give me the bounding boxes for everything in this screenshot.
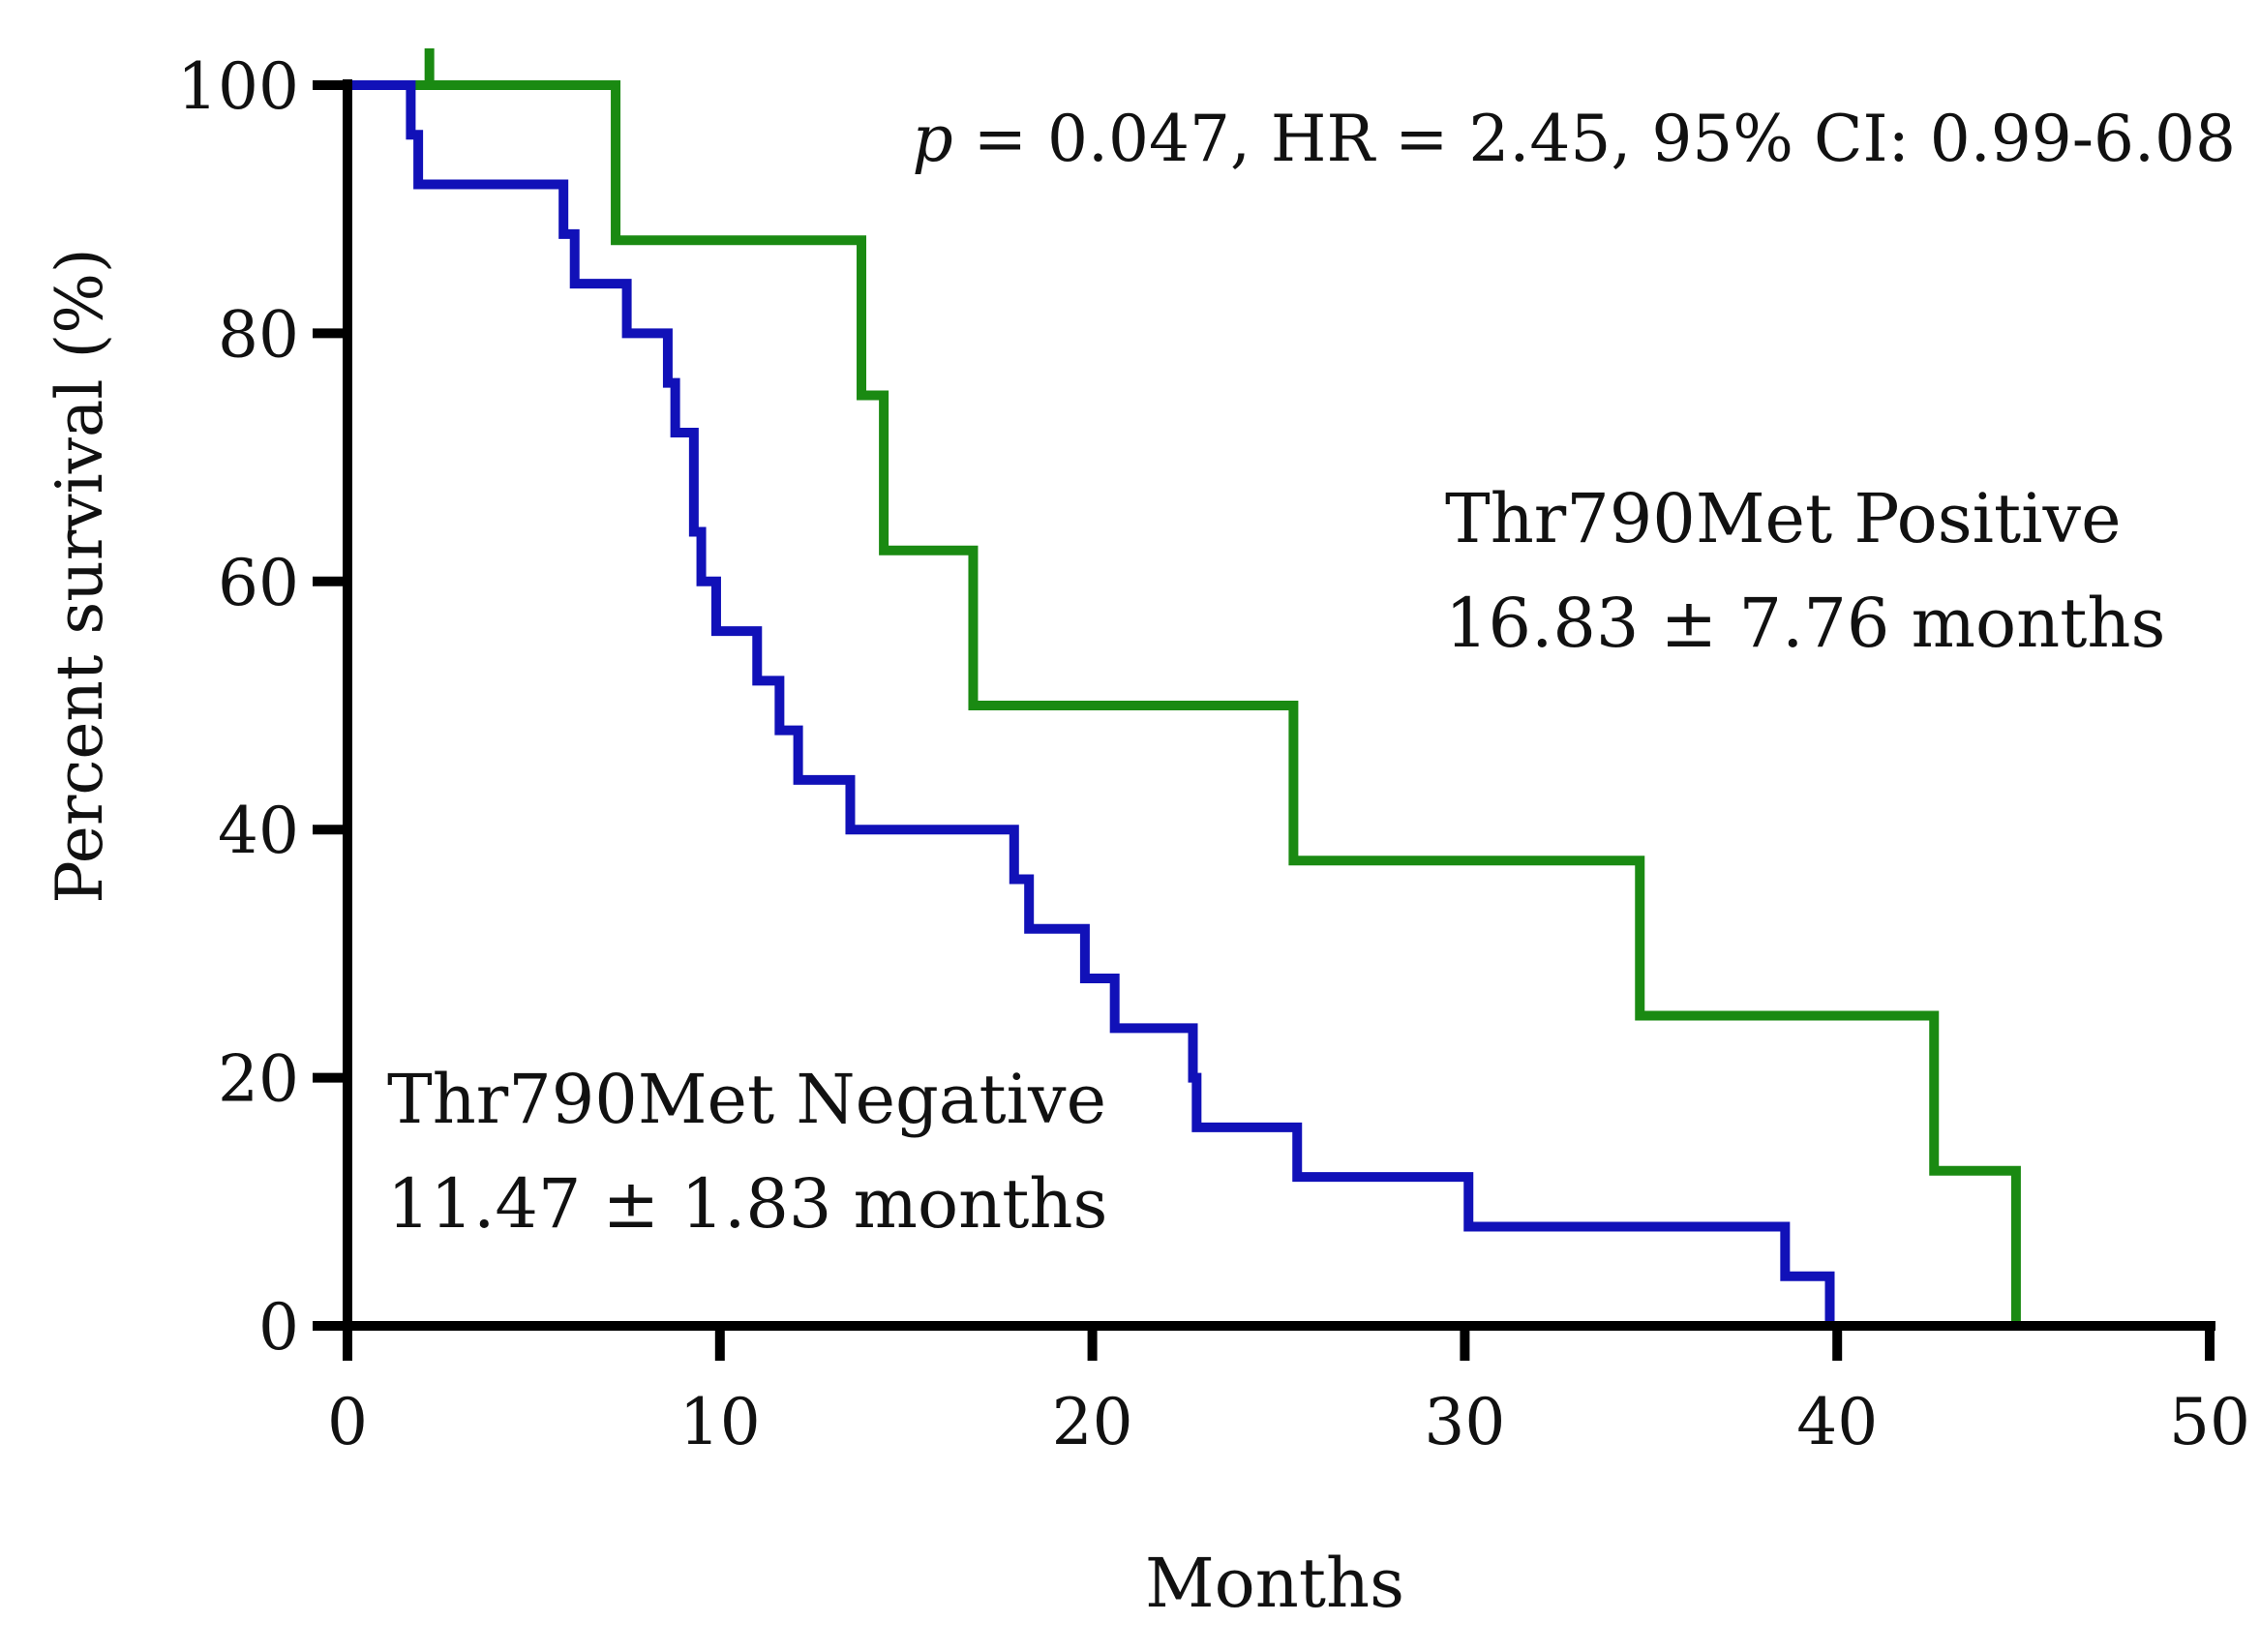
legend-positive-median: 16.83 ± 7.76 months (1445, 584, 2165, 663)
y-tick-label: 80 (218, 297, 299, 372)
statistics-annotation: p = 0.047, HR = 2.45, 95% CI: 0.99-6.08 (912, 102, 2236, 176)
legend-negative-median: 11.47 ± 1.83 months (387, 1164, 1107, 1244)
x-tick-label: 20 (1052, 1385, 1133, 1459)
y-axis-label: Percent survival (%) (43, 248, 117, 903)
legend-positive-name: Thr790Met Positive (1445, 479, 2122, 558)
x-tick-label: 30 (1424, 1385, 1505, 1459)
axes: 0 20 40 60 80 100 0 10 20 30 40 50 (177, 49, 2250, 1459)
y-tick-label: 0 (258, 1290, 299, 1365)
y-tick-label: 40 (218, 794, 299, 868)
survival-curve-positive (343, 80, 2021, 1331)
x-tick-label: 40 (1796, 1385, 1878, 1459)
x-tick-label: 10 (679, 1385, 761, 1459)
y-tick-label: 60 (218, 546, 299, 620)
x-tick-label: 50 (2169, 1385, 2250, 1459)
x-axis-label: Months (1145, 1544, 1404, 1623)
y-tick-label: 100 (177, 49, 299, 124)
survival-curves (343, 48, 2021, 1331)
x-tick-label: 0 (327, 1385, 368, 1459)
legend-negative-name: Thr790Met Negative (387, 1060, 1106, 1139)
survival-curve-negative (343, 80, 1835, 1331)
y-tick-label: 20 (218, 1042, 299, 1117)
